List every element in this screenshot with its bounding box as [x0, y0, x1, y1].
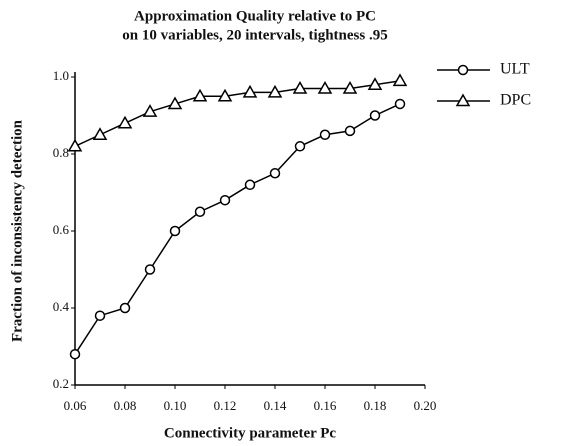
marker [394, 98, 406, 110]
marker [217, 88, 233, 102]
y-tick-label: 0.2 [53, 376, 69, 391]
chart-subtitle: on 10 variables, 20 intervals, tightness… [122, 27, 387, 43]
marker [369, 110, 381, 121]
marker [92, 127, 108, 140]
marker [67, 138, 83, 152]
x-tick-label: 0.06 [64, 398, 87, 413]
marker [194, 206, 206, 217]
x-tick-label: 0.16 [314, 398, 337, 413]
marker [69, 348, 81, 360]
marker [169, 225, 181, 237]
x-tick-label: 0.18 [364, 398, 387, 413]
x-tick-label: 0.12 [214, 398, 237, 413]
marker [242, 84, 258, 98]
marker [192, 88, 208, 102]
x-tick-label: 0.20 [414, 398, 437, 413]
x-tick-label: 0.14 [264, 398, 287, 413]
y-tick-label: 0.8 [53, 145, 69, 160]
marker [344, 125, 356, 137]
legend-marker [457, 64, 469, 76]
series-line [74, 103, 401, 355]
legend-label: ULT [500, 61, 530, 78]
marker [342, 81, 358, 94]
y-tick-label: 0.6 [53, 222, 70, 237]
marker [319, 129, 331, 140]
marker [269, 168, 281, 179]
marker [142, 104, 158, 117]
marker [392, 73, 408, 87]
x-tick-label: 0.10 [164, 398, 187, 413]
marker [367, 77, 383, 90]
legend-marker [455, 93, 471, 107]
marker [144, 264, 156, 275]
marker [267, 84, 283, 98]
marker [119, 302, 131, 314]
y-tick-label: 1.0 [53, 68, 69, 83]
marker [294, 141, 306, 152]
marker [244, 179, 256, 191]
legend-label: DPC [500, 92, 531, 109]
x-axis-label: Connectivity parameter Pc [164, 425, 337, 441]
marker [219, 194, 231, 206]
x-tick-label: 0.08 [114, 398, 137, 413]
marker [317, 81, 333, 94]
marker [117, 115, 133, 129]
marker [292, 81, 308, 94]
chart-title: Approximation Quality relative to PC [134, 8, 376, 24]
marker [167, 96, 183, 110]
marker [94, 310, 106, 321]
y-tick-label: 0.4 [53, 299, 70, 314]
y-axis-label: Fraction of inconsistency detection [9, 119, 25, 342]
